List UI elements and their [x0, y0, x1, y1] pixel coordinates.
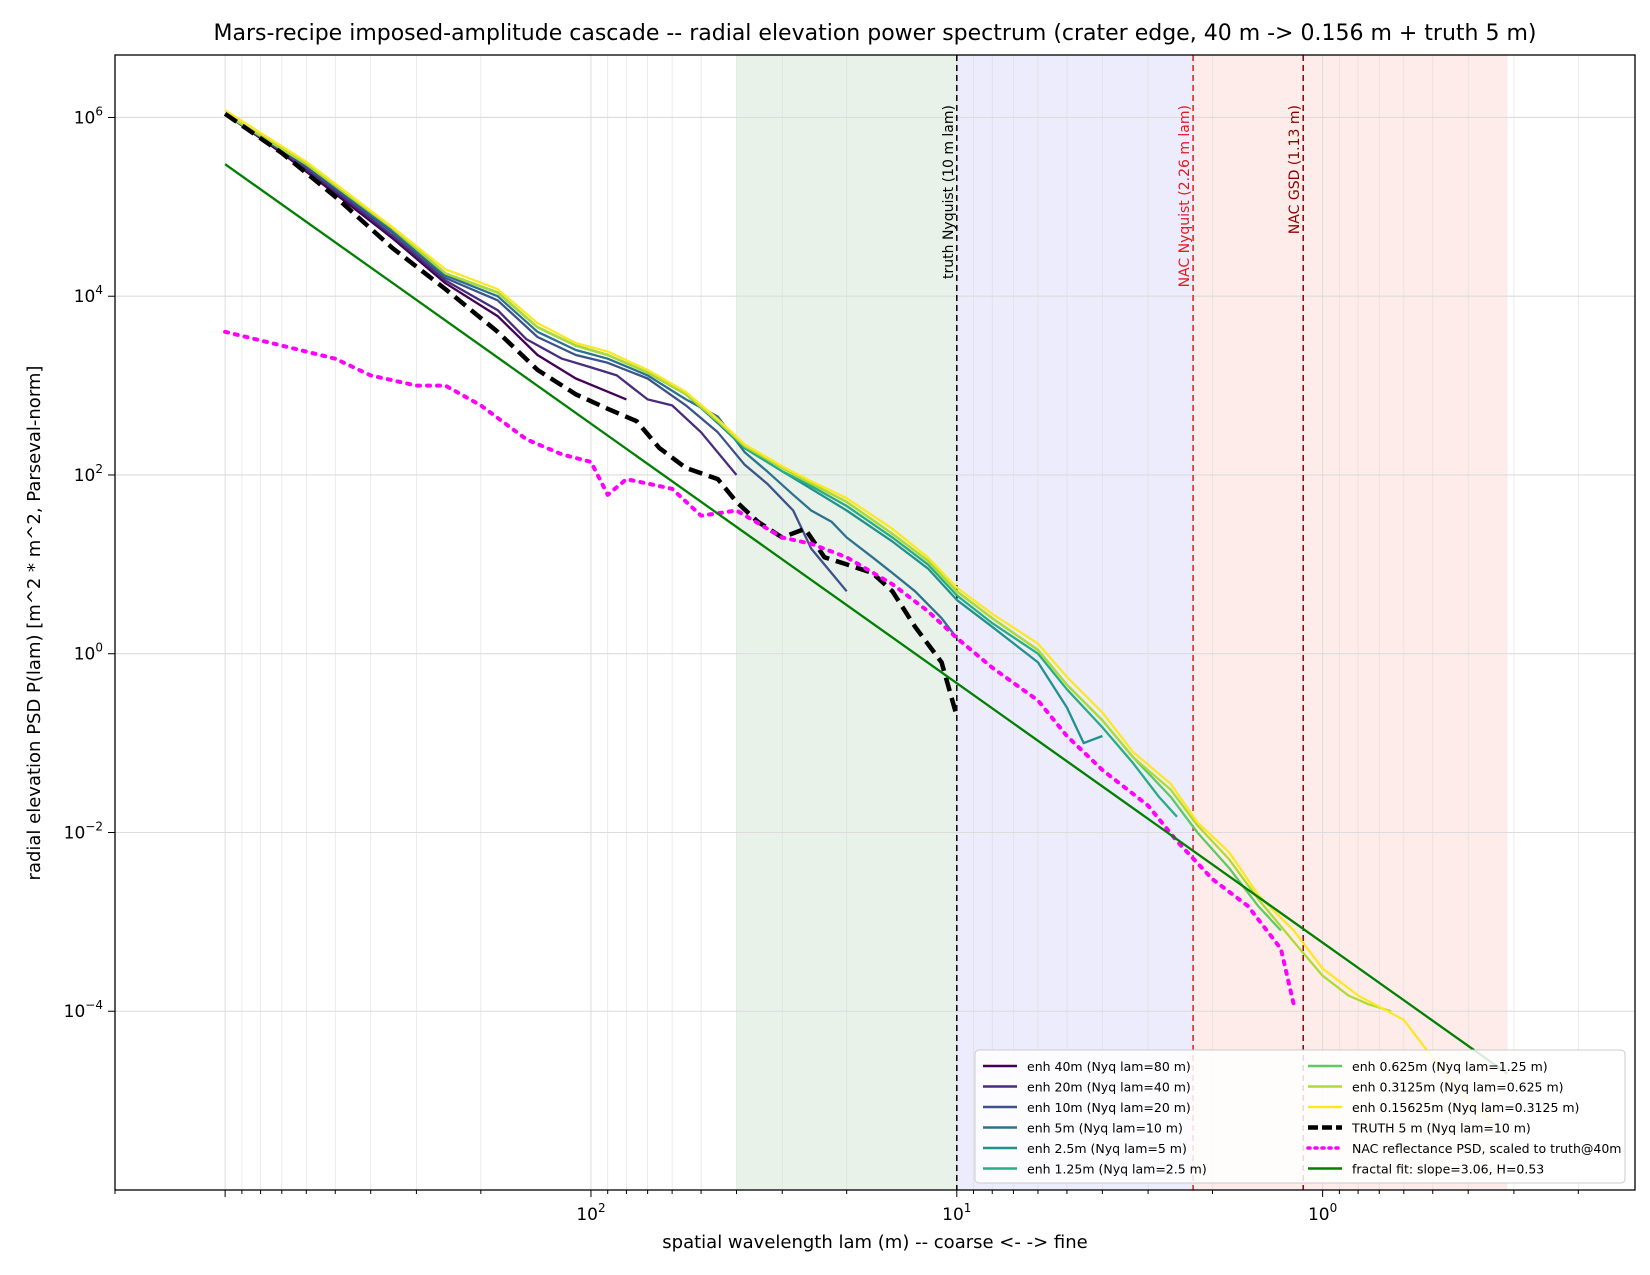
shaded-bands — [736, 55, 1508, 1190]
vline-label-1: NAC Nyquist (2.26 m lam) — [1177, 105, 1193, 287]
y-tick-label: 102 — [74, 462, 103, 486]
y-axis-label: radial elevation PSD P(lam) [m^2 * m^2, … — [24, 366, 45, 881]
shaded-band-1 — [956, 55, 1194, 1190]
y-tick-label: 104 — [74, 283, 103, 307]
legend-label: enh 2.5m (Nyq lam=5 m) — [1027, 1141, 1187, 1156]
legend-label: enh 20m (Nyq lam=40 m) — [1027, 1080, 1191, 1095]
legend-label: enh 5m (Nyq lam=10 m) — [1027, 1121, 1183, 1136]
x-axis-label: spatial wavelength lam (m) -- coarse <- … — [662, 1232, 1087, 1253]
legend-label: enh 0.15625m (Nyq lam=0.3125 m) — [1352, 1100, 1579, 1115]
x-tick-label: 101 — [942, 1201, 971, 1225]
y-tick-label: 106 — [74, 104, 103, 128]
legend-label: TRUTH 5 m (Nyq lam=10 m) — [1351, 1121, 1531, 1136]
chart-title: Mars-recipe imposed-amplitude cascade --… — [214, 21, 1537, 46]
legend-box — [974, 1049, 1626, 1184]
y-tick-label: 10−4 — [64, 998, 103, 1022]
legend-label: enh 0.3125m (Nyq lam=0.625 m) — [1352, 1080, 1564, 1095]
legend: enh 40m (Nyq lam=80 m) enh 20m (Nyq lam=4… — [974, 1049, 1626, 1184]
series-line-8 — [224, 109, 1500, 1129]
y-tick-label: 100 — [74, 641, 103, 665]
series-line-11 — [224, 163, 1509, 1075]
legend-label: NAC reflectance PSD, scaled to truth@40m — [1352, 1141, 1621, 1156]
x-tick-label: 100 — [1308, 1201, 1337, 1225]
series-line-10 — [223, 329, 1296, 1007]
vline-label-2: NAC GSD (1.13 m) — [1287, 105, 1303, 234]
legend-label: enh 10m (Nyq lam=20 m) — [1027, 1100, 1191, 1115]
legend-label: enh 1.25m (Nyq lam=2.5 m) — [1027, 1162, 1207, 1177]
reference-lines: truth Nyquist (10 m lam) NAC Nyquist (2.2… — [941, 55, 1304, 1190]
axis-ticks: 102 101 100 106 104 102 100 10−2 10−4 — [64, 104, 1579, 1225]
legend-label: fractal fit: slope=3.06, H=0.53 — [1352, 1162, 1544, 1177]
shaded-band-2 — [1193, 55, 1508, 1190]
plot-frame — [114, 54, 1636, 1191]
series-line-2 — [224, 112, 848, 593]
legend-label: enh 40m (Nyq lam=80 m) — [1027, 1059, 1191, 1074]
vline-label-0: truth Nyquist (10 m lam) — [941, 105, 957, 279]
y-tick-label: 10−2 — [64, 819, 103, 843]
x-tick-label: 102 — [576, 1201, 605, 1225]
series-line-1 — [224, 112, 738, 476]
legend-label: enh 0.625m (Nyq lam=1.25 m) — [1352, 1059, 1548, 1074]
series-lines — [223, 109, 1509, 1129]
